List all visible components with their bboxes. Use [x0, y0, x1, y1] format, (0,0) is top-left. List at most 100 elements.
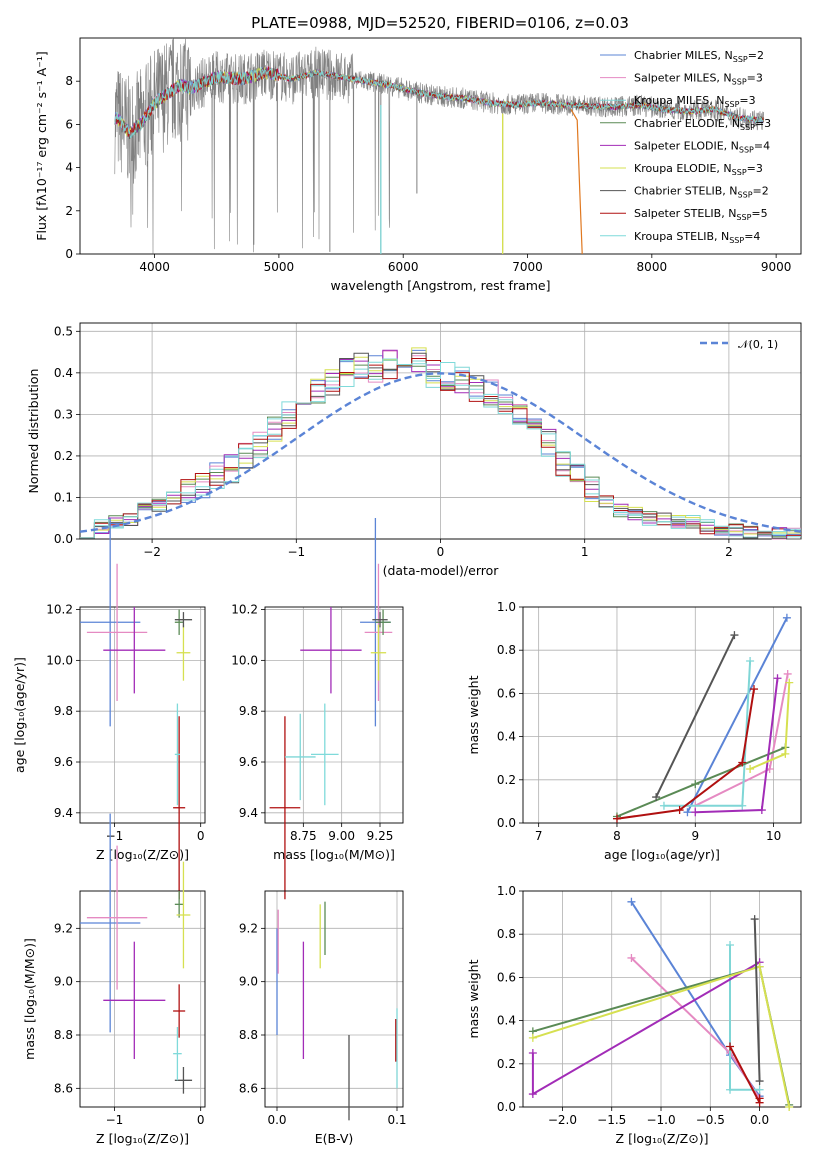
y-axis-label: mass [log₁₀(M/M⊙)] [22, 938, 37, 1060]
x-tick-label: 7000 [512, 260, 543, 274]
y-tick-label: 0.4 [54, 366, 73, 380]
x-tick-label: 0 [437, 545, 445, 559]
age-vs-metallicity-panel: −1 0 9.4 9.6 9.8 10.0 10.2 Z [log₁₀(Z/Z⊙)] age [… [12, 518, 206, 900]
mass-weight-line [655, 634, 736, 798]
legend-subscript: SSP [729, 236, 744, 245]
x-tick-label: 8.75 [290, 829, 317, 843]
mass-weight-marker [785, 678, 794, 687]
y-tick-label: 6 [65, 117, 73, 131]
legend-count: =4 [744, 230, 760, 243]
legend-entry-label: Salpeter STELIB, NSSP=5 [634, 207, 768, 222]
mass-weight-line [729, 1046, 761, 1104]
x-tick-label: −1.5 [597, 1113, 626, 1127]
y-tick-label: 4 [65, 161, 73, 175]
x-axis-label: wavelength [Angstrom, rest frame] [330, 278, 550, 293]
y-tick-label: 9.6 [239, 755, 258, 769]
y-tick-label: 0.6 [497, 686, 516, 700]
mass-weight-marker [691, 808, 700, 817]
legend-count: =3 [747, 162, 763, 175]
mass-weight-marker [528, 921, 537, 930]
x-tick-label: 2 [725, 545, 733, 559]
legend-subscript: SSP [740, 123, 755, 132]
y-tick-label: 0 [65, 247, 73, 261]
axes-frame [79, 890, 206, 1108]
y-tick-label: 0.4 [497, 1014, 516, 1028]
mass-weight-marker [755, 1085, 764, 1094]
figure-title: PLATE=0988, MJD=52520, FIBERID=0106, z=0… [251, 14, 629, 32]
y-tick-label: 9.8 [54, 704, 73, 718]
y-tick-label: 9.6 [54, 755, 73, 769]
residuals-panel: −2 −1 0 1 2 0.0 0.1 0.2 0.3 0.4 0.5 (data-model)/er… [26, 322, 802, 578]
mass-weight-marker [783, 669, 792, 678]
legend-subscript: SSP [739, 145, 754, 154]
legend-entry-label: Chabrier ELODIE, NSSP=3 [634, 117, 771, 132]
mass-weight-marker [659, 801, 668, 810]
x-tick-label: −0.5 [696, 1113, 725, 1127]
y-tick-label: 8.6 [239, 1081, 258, 1095]
mass-weight-marker [785, 1103, 794, 1111]
age-vs-mass-panel: 8.75 9.00 9.25 9.4 9.6 9.8 10.0 10.2 mass [log₁₀… [231, 518, 404, 900]
x-tick-label: 9000 [761, 260, 792, 274]
axes-frame [79, 37, 802, 255]
mass-weight-marker [612, 814, 621, 823]
y-tick-label: 8.8 [239, 1028, 258, 1042]
mass-weight-marker [726, 1085, 735, 1094]
model-spectrum-line [114, 66, 764, 140]
mass-weight-marker [627, 953, 636, 962]
axes-frame [264, 890, 404, 1108]
y-tick-label: 1.0 [497, 884, 516, 898]
y-tick-label: 0.8 [497, 927, 516, 941]
y-tick-label: 8.8 [54, 1028, 73, 1042]
x-axis-label: Z [log₁₀(Z/Z⊙)] [616, 1131, 709, 1146]
mass-weight-marker [528, 1049, 537, 1057]
x-tick-label: −1 [106, 1113, 124, 1127]
axes-frame [522, 890, 802, 1108]
legend-entry-label: Kroupa ELODIE, NSSP=3 [634, 162, 763, 177]
axes-frame [79, 606, 206, 824]
normal-distribution-curve [79, 372, 802, 533]
x-tick-label: 10 [766, 829, 781, 843]
model-spectrum-line [114, 67, 764, 139]
mass-vs-extinction-panel: 0.0 0.1 8.6 8.8 9.0 9.2 E(B-V) [239, 890, 407, 1146]
x-tick-label: 9.25 [367, 829, 394, 843]
mass-weight-marker [726, 1042, 735, 1051]
mass-weight-marker [738, 758, 747, 767]
mass-weight-marker [683, 808, 692, 817]
x-tick-label: 8000 [637, 260, 668, 274]
x-tick-label: 9 [691, 829, 699, 843]
mass-weight-marker [755, 1094, 764, 1103]
mass-weight-marker [781, 749, 790, 758]
mass-weight-marker [528, 1033, 537, 1042]
y-axis-label: age [log₁₀(age/yr)] [12, 657, 27, 773]
x-tick-label: 6000 [388, 260, 419, 274]
x-tick-label: 7 [535, 829, 543, 843]
x-axis-label: Z [log₁₀(Z/Z⊙)] [96, 847, 189, 862]
mass-vs-metallicity-panel: −1 0 8.6 8.8 9.0 9.2 Z [log₁₀(Z/Z⊙)] mass [log₁… [22, 813, 206, 1146]
legend-count: =4 [754, 139, 770, 152]
legend-entry-label: Kroupa MILES, NSSP=3 [634, 94, 756, 109]
x-tick-label: −1 [106, 829, 124, 843]
legend-count: =3 [739, 94, 755, 107]
mass-weight-line [753, 919, 761, 1082]
mass-weight-line [686, 617, 788, 813]
legend-entry-label: 𝒩(0, 1) [738, 338, 778, 351]
mass-weight-marker [627, 897, 636, 906]
x-tick-label: −1 [287, 545, 305, 559]
mass-weight-marker [691, 780, 700, 789]
mass-weight-marker [750, 915, 759, 924]
mass-weight-marker [773, 674, 782, 683]
y-axis-label: mass weight [466, 959, 481, 1038]
legend-entry-label: Salpeter MILES, NSSP=3 [634, 72, 763, 87]
spectrum-panel: 4000 5000 6000 7000 8000 9000 0 2 4 6 8 wavelength … [34, 37, 802, 293]
y-tick-label: 9.2 [239, 921, 258, 935]
mass-weight-line [630, 957, 761, 1099]
x-tick-label: 0.0 [267, 1113, 286, 1127]
y-tick-label: 0.4 [497, 730, 516, 744]
y-tick-label: 10.2 [231, 603, 258, 617]
legend-subscript: SSP [732, 78, 747, 87]
x-tick-label: 0 [197, 1113, 205, 1127]
x-tick-label: 0 [197, 829, 205, 843]
legend-entry-label: Chabrier STELIB, NSSP=2 [634, 185, 769, 200]
x-axis-label: mass [log₁₀(M/M⊙)] [273, 847, 395, 862]
